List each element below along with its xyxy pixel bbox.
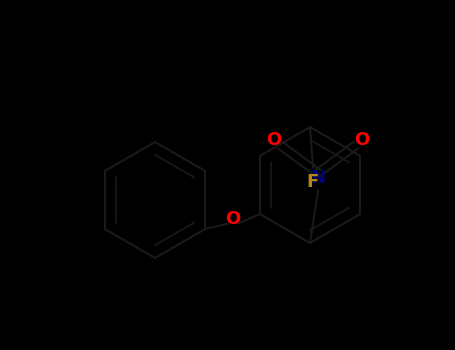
Text: F: F: [307, 173, 319, 191]
Text: N: N: [310, 169, 325, 187]
Text: O: O: [266, 131, 282, 149]
Text: O: O: [354, 131, 369, 149]
Text: O: O: [225, 210, 240, 229]
